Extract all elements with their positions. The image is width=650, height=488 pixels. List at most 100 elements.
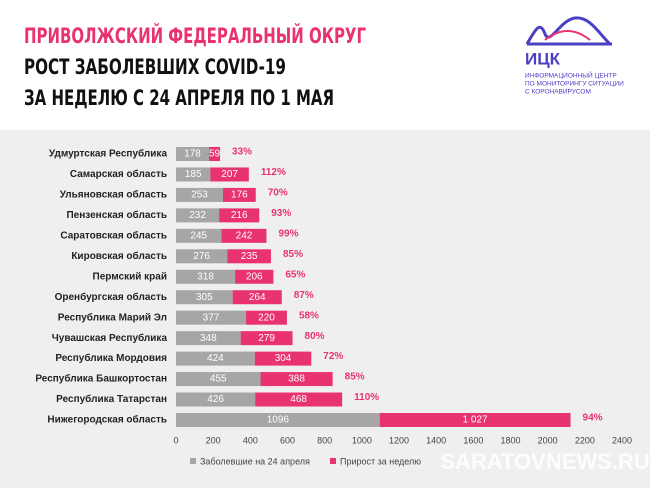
watermark: SARATOVNEWS.RU <box>440 449 649 474</box>
bar-segment <box>232 290 282 305</box>
growth-label: 33% <box>232 147 252 158</box>
growth-label: 85% <box>283 249 303 260</box>
value-label: 426 <box>207 394 224 405</box>
bar-segment <box>219 208 260 223</box>
value-label: 276 <box>193 251 210 262</box>
legend-label: Заболевшие на 24 апреля <box>200 456 310 466</box>
bar-segment <box>255 392 343 407</box>
y-tick-label: Республика Марий Эл <box>58 311 167 323</box>
value-label: 348 <box>200 333 217 344</box>
growth-label: 58% <box>299 310 319 321</box>
y-tick-label: Республика Башкортостан <box>35 373 167 385</box>
bar-segment <box>176 331 241 346</box>
growth-label: 110% <box>354 392 379 403</box>
legend-swatch <box>330 458 336 464</box>
growth-label: 80% <box>305 331 325 342</box>
x-tick-label: 1400 <box>426 435 446 445</box>
value-label: 264 <box>249 292 266 303</box>
value-label: 468 <box>290 394 307 405</box>
y-tick-label: Ульяновская область <box>60 189 167 201</box>
value-label: 279 <box>258 333 275 344</box>
growth-label: 94% <box>583 413 603 424</box>
legend-label: Прирост за неделю <box>340 456 421 466</box>
growth-label: 99% <box>279 228 299 239</box>
x-tick-label: 1800 <box>500 435 520 445</box>
x-tick-label: 0 <box>173 435 178 445</box>
value-label: 220 <box>258 312 275 323</box>
bar-segment <box>176 208 220 223</box>
bar-segment <box>176 290 233 305</box>
x-tick-label: 1000 <box>352 435 372 445</box>
y-tick-label: Самарская область <box>70 168 167 180</box>
value-label: 185 <box>185 169 202 180</box>
x-tick-label: 400 <box>243 435 258 445</box>
y-tick-label: Кировская область <box>71 250 167 262</box>
y-tick-label: Саратовская область <box>60 229 167 241</box>
bar-segment <box>379 412 571 427</box>
bar-segment <box>240 331 293 346</box>
value-label: 304 <box>275 353 292 364</box>
bar-segment <box>246 310 287 325</box>
bar-segment <box>260 372 333 387</box>
y-tick-label: Республика Мордовия <box>55 352 167 364</box>
y-tick-label: Оренбургская область <box>55 291 167 303</box>
value-label: 232 <box>189 210 206 221</box>
bar-segment <box>176 249 228 264</box>
y-tick-label: Республика Татарстан <box>56 393 167 405</box>
x-tick-label: 1600 <box>463 435 483 445</box>
value-label: 245 <box>190 230 207 241</box>
logo-text: ПО МОНИТОРИНГУ СИТУАЦИИ <box>525 81 624 88</box>
value-label: 176 <box>231 190 248 201</box>
bar-segment <box>176 147 210 161</box>
growth-label: 72% <box>323 351 343 362</box>
logo: ИЦК ИНФОРМАЦИОННЫЙ ЦЕНТР ПО МОНИТОРИНГУ … <box>525 16 624 96</box>
growth-label: 112% <box>261 167 286 178</box>
logo-abbr: ИЦК <box>525 49 561 68</box>
value-label: 377 <box>203 312 220 323</box>
bar-segment <box>176 310 247 325</box>
logo-text: С КОРОНАВИРУСОМ <box>525 89 591 96</box>
value-label: 388 <box>288 374 305 385</box>
bar-segment <box>176 228 222 243</box>
chart-title: ПРИВОЛЖСКИЙ ФЕДЕРАЛЬНЫЙ ОКРУГ <box>24 23 366 48</box>
value-label: 455 <box>210 374 227 385</box>
y-tick-label: Нижегородская область <box>47 414 167 426</box>
value-label: 216 <box>231 210 248 221</box>
bar-segment <box>176 187 224 202</box>
bar-segment <box>176 412 380 427</box>
legend-swatch <box>190 458 196 464</box>
value-label: 1096 <box>267 415 290 426</box>
chart-subtitle: РОСТ ЗАБОЛЕВШИХ COVID-19 <box>24 55 286 79</box>
bar-segment <box>176 372 261 387</box>
value-label: 253 <box>191 190 208 201</box>
bar-segment <box>210 167 249 182</box>
value-label: 207 <box>221 169 238 180</box>
value-label: 1 027 <box>463 415 488 426</box>
bar-segment <box>176 392 256 407</box>
value-label: 305 <box>196 292 213 303</box>
growth-label: 65% <box>285 269 305 280</box>
bar-segment <box>221 228 267 243</box>
x-tick-label: 2200 <box>575 435 595 445</box>
bar-segment <box>176 351 255 366</box>
bar-segment <box>227 249 271 264</box>
growth-label: 93% <box>271 208 291 219</box>
x-tick-label: 200 <box>206 435 221 445</box>
bar-segment <box>209 147 221 161</box>
bar-segment <box>235 269 274 284</box>
value-label: 242 <box>236 230 253 241</box>
value-label: 424 <box>207 353 224 364</box>
value-label: 235 <box>241 251 258 262</box>
y-tick-label: Удмуртская Республика <box>49 148 168 160</box>
value-label: 178 <box>184 149 201 160</box>
value-label: 318 <box>197 271 214 282</box>
growth-label: 70% <box>268 188 288 199</box>
x-tick-label: 2400 <box>612 435 632 445</box>
value-label: 59 <box>209 149 221 160</box>
x-tick-label: 2000 <box>538 435 558 445</box>
bar-segment <box>176 269 236 284</box>
value-label: 206 <box>246 271 263 282</box>
y-tick-label: Пермский край <box>93 271 167 282</box>
bar-segment <box>176 167 211 182</box>
chart-subtitle: ЗА НЕДЕЛЮ С 24 АПРЕЛЯ ПО 1 МАЯ <box>24 86 334 110</box>
